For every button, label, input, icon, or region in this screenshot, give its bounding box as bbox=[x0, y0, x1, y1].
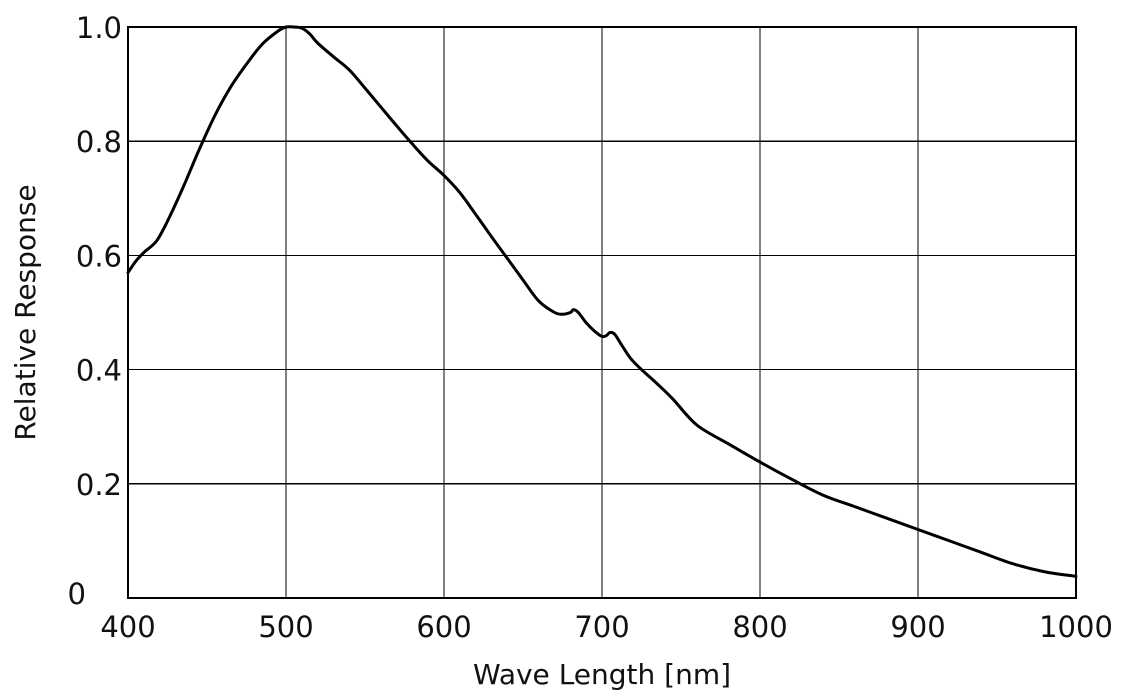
x-tick-label: 800 bbox=[732, 610, 787, 644]
y-tick-label: 0.4 bbox=[76, 354, 122, 388]
grid-layer bbox=[127, 26, 1077, 599]
x-tick-label: 400 bbox=[100, 610, 155, 644]
x-tick-label: 900 bbox=[890, 610, 945, 644]
y-tick-label: 0.6 bbox=[76, 239, 122, 273]
y-tick-label: 0.2 bbox=[76, 468, 122, 502]
x-tick-label: 700 bbox=[574, 610, 629, 644]
y-tick-label: 0 bbox=[68, 577, 86, 611]
y-tick-label: 1.0 bbox=[76, 11, 122, 45]
x-axis-label: Wave Length [nm] bbox=[473, 658, 731, 691]
x-tick-label: 600 bbox=[416, 610, 471, 644]
x-tick-labels: 400 500 600 700 800 900 1000 bbox=[100, 610, 1113, 644]
y-tick-label: 0.8 bbox=[76, 125, 122, 159]
y-axis-label: Relative Response bbox=[9, 184, 42, 440]
x-tick-label: 1000 bbox=[1039, 610, 1113, 644]
relative-response-curve bbox=[126, 25, 1078, 578]
y-tick-labels: 0 0.2 0.4 0.6 0.8 1.0 bbox=[68, 11, 122, 611]
x-tick-label: 500 bbox=[258, 610, 313, 644]
plot-frame bbox=[127, 26, 1077, 599]
